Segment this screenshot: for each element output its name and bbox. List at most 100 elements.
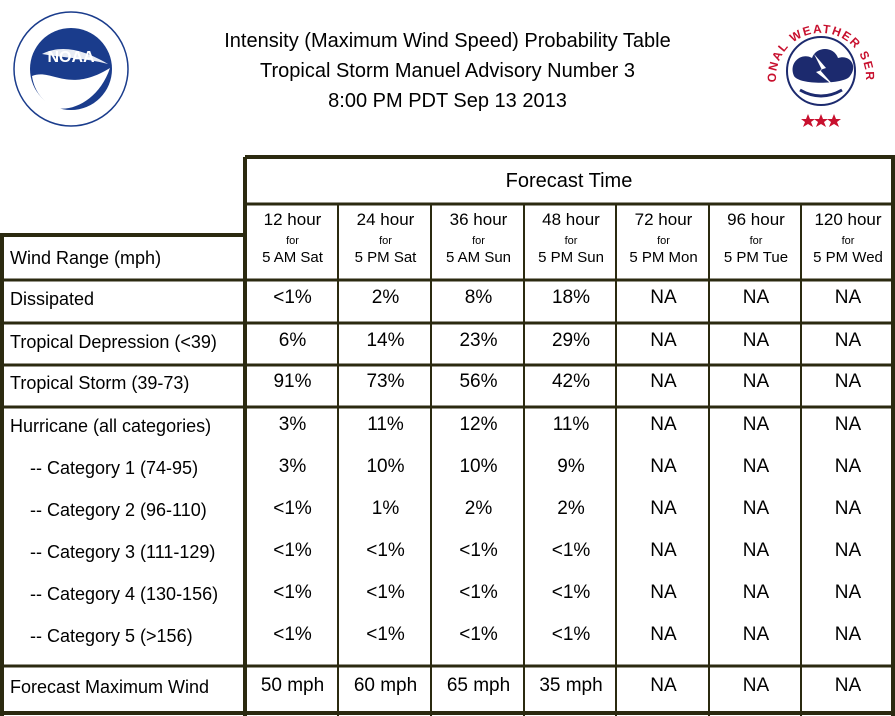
column-header-when: 5 PM Mon [629,249,698,266]
row-label: Forecast Maximum Wind [10,677,210,697]
row-label: Tropical Depression (<39) [10,332,217,352]
wind-range-header: Wind Range (mph) [10,248,162,268]
table-cell: NA [834,371,862,392]
column-header-for: for [472,235,485,247]
table-cell: 65 mph [446,675,511,696]
table-cell: NA [650,498,677,519]
column-header-for: for [841,235,855,247]
table-cell: <1% [459,540,498,561]
table-cell: NA [834,675,862,696]
table-cell: 91% [273,371,312,392]
row-label: -- Category 4 (130-156) [30,584,219,604]
table-cell: NA [742,414,770,435]
column-header-for: for [379,235,392,247]
table-cell: <1% [273,582,312,603]
table-cell: 14% [366,330,405,351]
table-cell: <1% [273,540,312,561]
table-cell: NA [742,540,770,561]
row-label: -- Category 5 (>156) [30,626,193,646]
table-cell: NA [742,330,770,351]
row-label: Tropical Storm (39-73) [10,373,190,393]
table-cell: NA [650,582,677,603]
column-header-hour: 36 hour [449,210,508,229]
table-cell: NA [834,456,862,477]
table-cell: <1% [273,624,312,645]
title-line-2: Tropical Storm Manuel Advisory Number 3 [260,60,635,82]
table-cell: NA [650,330,677,351]
table-cell: <1% [459,582,498,603]
table-cell: 73% [366,371,405,392]
column-header-hour: 24 hour [356,210,415,229]
table-cell: NA [834,287,862,308]
table-cell: NA [742,287,770,308]
column-header-when: 5 PM Tue [723,249,789,266]
column-header-hour: 120 hour [814,210,882,229]
row-label: Hurricane (all categories) [10,416,212,436]
table-cell: 29% [551,330,591,351]
table-cell: 56% [459,371,498,392]
table-cell: 6% [278,330,307,351]
table-cell: NA [650,371,677,392]
table-cell: 2% [464,498,493,519]
table-cell: 1% [371,498,400,519]
column-header-hour: 12 hour [263,210,322,229]
title-line-3: 8:00 PM PDT Sep 13 2013 [328,90,567,112]
table-cell: 2% [557,498,585,519]
table-cell: <1% [273,287,312,308]
table-cell: <1% [459,624,498,645]
column-header-when: 5 AM Sat [262,249,323,266]
column-header-when: 5 AM Sun [445,249,512,266]
column-header-for: for [564,235,578,247]
table-cell: 11% [367,414,404,435]
table-cell: <1% [366,624,405,645]
table-cell: NA [650,287,677,308]
row-label: -- Category 3 (111-129) [30,542,216,562]
column-header-for: for [286,235,299,247]
table-cell: 2% [371,287,400,308]
table-cell: NA [650,414,677,435]
table-cell: <1% [366,582,405,603]
table-cell: 50 mph [260,675,325,696]
table-cell: 60 mph [353,675,418,696]
column-header-for: for [657,235,670,247]
table-cell: NA [742,498,770,519]
table-cell: NA [650,456,677,477]
column-header-when: 5 PM Wed [813,249,883,266]
table-cell: <1% [273,498,312,519]
table-cell: NA [834,498,862,519]
row-label: -- Category 2 (96-110) [30,500,207,520]
table-cell: NA [742,582,770,603]
table-cell: NA [834,414,862,435]
table-cell: NA [650,624,677,645]
table-cell: 10% [366,456,405,477]
column-header-when: 5 PM Sun [538,249,604,266]
table-cell: 11% [552,414,590,435]
table-cell: NA [742,456,770,477]
column-header-for: for [749,235,763,247]
table-cell: <1% [366,540,405,561]
table-cell: 18% [551,287,591,308]
column-header-hour: 96 hour [727,210,785,229]
table-cell: NA [650,540,677,561]
page-title: Intensity (Maximum Wind Speed) Probabili… [180,26,715,116]
nws-logo: NATIONAL WEATHER SERVICE [760,10,880,130]
table-cell: <1% [551,540,591,561]
noaa-logo: NOAA [13,11,129,127]
table-cell: NA [834,540,862,561]
table-cell: NA [834,582,862,603]
row-label: Dissipated [10,289,95,309]
table-cell: NA [742,675,770,696]
table-cell: 12% [459,414,498,435]
table-cell: NA [834,330,862,351]
table-cell: 9% [557,456,585,477]
noaa-text: NOAA [47,49,95,66]
table-cell: NA [742,371,770,392]
table-cell: NA [650,675,677,696]
forecast-time-header: Forecast Time [505,169,633,192]
table-cell: 42% [551,371,591,392]
title-line-1: Intensity (Maximum Wind Speed) Probabili… [224,30,671,52]
table-cell: 3% [278,414,307,435]
row-label: -- Category 1 (74-95) [30,458,199,478]
column-header-when: 5 PM Sat [354,249,417,266]
column-header-hour: 48 hour [542,210,600,229]
